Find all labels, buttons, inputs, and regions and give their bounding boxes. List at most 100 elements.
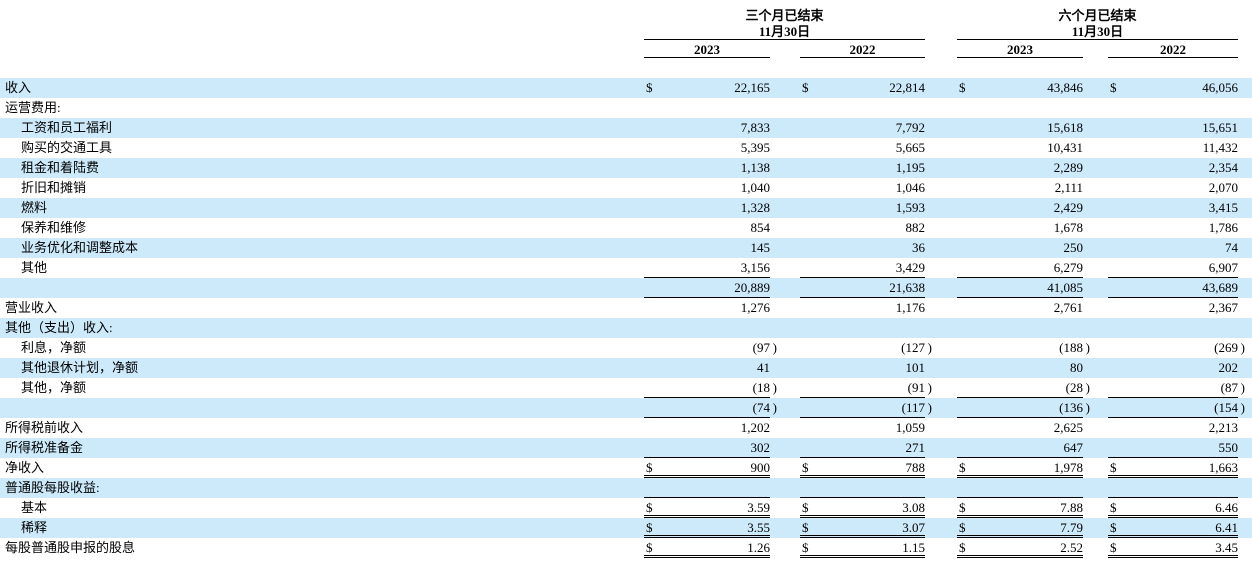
- value-cell: [1108, 478, 1238, 498]
- col-gap: [770, 138, 800, 158]
- value-cell: 3,429: [800, 258, 925, 278]
- row-end-pad: [1238, 478, 1252, 498]
- cell-value: (97: [752, 340, 770, 355]
- value-cell: 3,156: [644, 258, 770, 278]
- row-end-pad: [1238, 298, 1252, 318]
- cell-value: (18: [752, 380, 770, 395]
- value-cell: $3.07: [800, 518, 925, 538]
- cell-value: 10,431: [1047, 140, 1083, 155]
- value-cell: 882: [800, 218, 926, 238]
- year-col-3mo-2023: 2023: [644, 42, 770, 58]
- row-end-pad: [1238, 518, 1252, 538]
- col-gap: [1083, 78, 1108, 98]
- dollar-sign: $: [646, 540, 653, 555]
- value-cell: 2,289: [957, 158, 1083, 178]
- dollar-sign: $: [959, 460, 966, 475]
- cell-value: 3.55: [747, 520, 770, 535]
- hanging-paren: ): [1085, 400, 1090, 415]
- value-cell: 41,085: [957, 278, 1083, 298]
- value-cell: [800, 318, 925, 338]
- cell-value: 6,907: [1208, 260, 1238, 275]
- dollar-sign: $: [1110, 540, 1117, 555]
- row-end-pad: [1238, 458, 1252, 478]
- col-gap: [925, 238, 957, 258]
- table-row: 其他（支出）收入:: [0, 318, 1252, 338]
- col-gap: [1083, 498, 1108, 518]
- table-row: 折旧和摊销 1,040 1,046 2,111 2,070: [0, 178, 1252, 198]
- value-cell: $3.08: [800, 498, 925, 518]
- col-gap: [925, 218, 957, 238]
- year-col-6mo-2022: 2022: [1108, 42, 1238, 58]
- col-gap: [925, 178, 957, 198]
- col-gap: [770, 78, 800, 98]
- value-cell: [957, 98, 1083, 118]
- dollar-sign: $: [802, 80, 809, 95]
- col-gap: [1083, 198, 1108, 218]
- col-gap: [1083, 118, 1108, 138]
- row-end-pad: [1238, 318, 1252, 338]
- col-gap: [925, 318, 957, 338]
- row-label: 其他（支出）收入:: [5, 320, 113, 335]
- header-gap: [925, 8, 957, 24]
- value-cell: 10,431: [957, 138, 1083, 158]
- value-cell: 302: [644, 438, 770, 458]
- value-cell: 5,395: [644, 138, 770, 158]
- table-row: 收入 $22,165 $22,814 $43,846 $46,056: [0, 78, 1252, 98]
- value-cell: [644, 478, 770, 498]
- table-rows: 收入 $22,165 $22,814 $43,846 $46,056 运营费用: 工资和员工…: [0, 78, 1252, 558]
- row-label: 其他，净额: [21, 380, 87, 395]
- value-cell: ) (97: [644, 338, 777, 358]
- col-gap: [925, 418, 957, 438]
- cell-value: 22,814: [889, 80, 925, 95]
- col-gap: [925, 438, 957, 458]
- value-cell: 2,070: [1108, 178, 1238, 198]
- cell-value: 43,689: [1202, 280, 1238, 295]
- col-gap: [1083, 318, 1108, 338]
- col-gap: [770, 478, 800, 498]
- cell-value: 101: [905, 360, 926, 375]
- cell-value: (154: [1214, 400, 1238, 415]
- col-gap: [925, 458, 957, 478]
- dollar-sign: $: [1110, 500, 1117, 515]
- table-row: 所得税前收入 1,202 1,059 2,625 2,213: [0, 418, 1252, 438]
- row-end-pad: [1238, 178, 1252, 198]
- row-end-pad: [1238, 98, 1252, 118]
- cell-value: 7,792: [895, 120, 925, 135]
- value-cell: $3.45: [1108, 538, 1238, 558]
- row-label: 其他: [21, 260, 48, 275]
- col-gap: [1083, 418, 1108, 438]
- row-end-pad: [1238, 118, 1252, 138]
- row-end-pad: [1238, 498, 1252, 518]
- value-cell: 1,046: [800, 178, 925, 198]
- table-row: 所得税准备金 302 271 647 550: [0, 438, 1252, 458]
- value-cell: $900: [644, 458, 770, 478]
- value-cell: 3,415: [1108, 198, 1238, 218]
- hanging-paren: ): [927, 380, 932, 395]
- cell-value: 2,625: [1053, 420, 1083, 435]
- row-label: 所得税前收入: [5, 420, 84, 435]
- value-cell: 1,678: [957, 218, 1083, 238]
- cell-value: 3.07: [902, 520, 925, 535]
- value-cell: ) (74: [644, 398, 777, 418]
- cell-value: (28: [1065, 380, 1083, 395]
- cell-value: 6.46: [1215, 500, 1238, 515]
- cell-value: (87: [1220, 380, 1238, 395]
- cell-value: 3.45: [1215, 540, 1238, 555]
- row-label: 保养和维修: [21, 220, 87, 235]
- period-6mo-date: 11月30日: [957, 24, 1238, 40]
- value-cell: [800, 478, 925, 498]
- hanging-paren: ): [927, 400, 932, 415]
- col-gap: [925, 42, 957, 58]
- row-label: [0, 398, 644, 418]
- row-label: 运营费用:: [5, 100, 61, 115]
- cell-value: 3,156: [740, 260, 770, 275]
- cell-value: 1.26: [747, 540, 770, 555]
- table-row: 其他 3,156 3,429 6,279 6,907: [0, 258, 1252, 278]
- cell-value: 36: [912, 240, 925, 255]
- value-cell: 2,761: [957, 298, 1083, 318]
- col-gap: [770, 438, 800, 458]
- col-gap: [1083, 138, 1108, 158]
- col-gap: [770, 98, 800, 118]
- col-gap: [770, 42, 800, 58]
- value-cell: $22,814: [800, 78, 925, 98]
